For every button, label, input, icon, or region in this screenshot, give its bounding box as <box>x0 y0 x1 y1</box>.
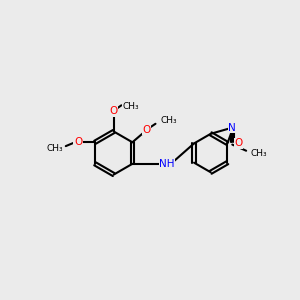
Text: CH₃: CH₃ <box>123 102 140 111</box>
Text: NH: NH <box>159 159 175 169</box>
Text: N: N <box>228 123 236 133</box>
Text: O: O <box>110 106 118 116</box>
Text: CH₃: CH₃ <box>160 116 177 125</box>
Text: CH₃: CH₃ <box>251 149 267 158</box>
Text: CH₃: CH₃ <box>46 144 63 153</box>
Text: O: O <box>74 137 82 147</box>
Text: O: O <box>234 138 243 148</box>
Text: O: O <box>142 125 150 135</box>
